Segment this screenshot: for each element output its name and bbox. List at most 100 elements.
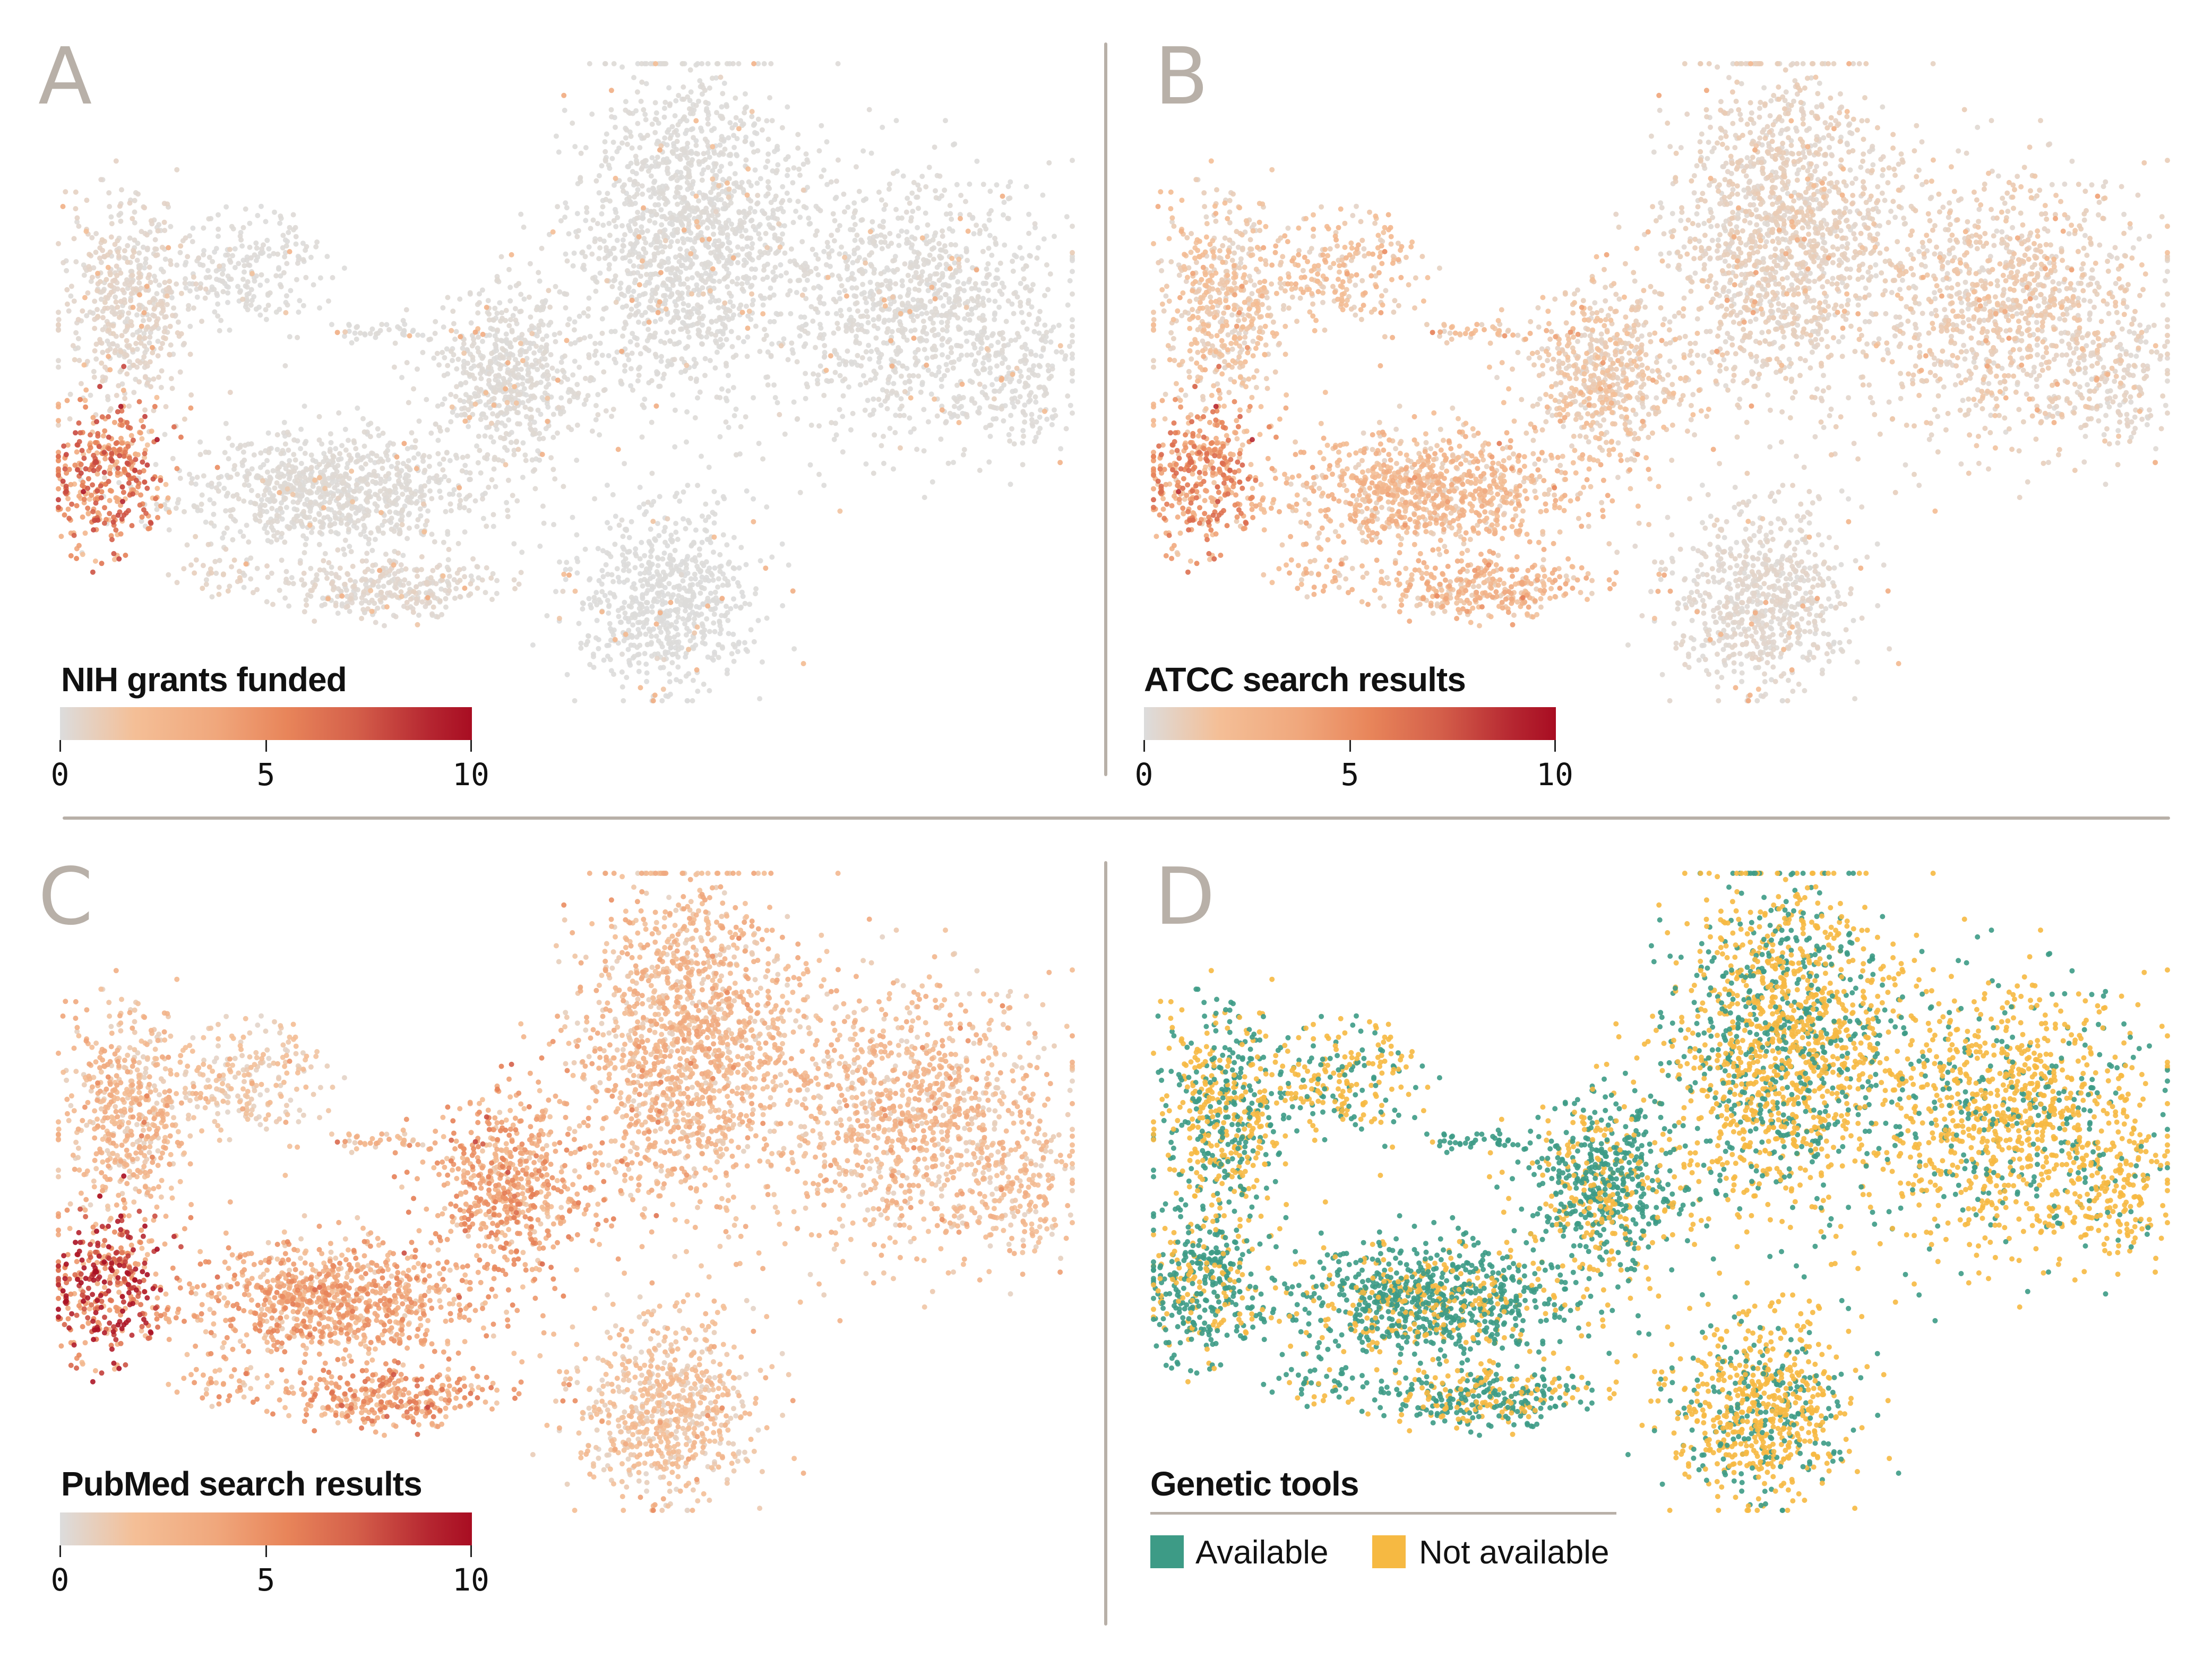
scatter-point [655,521,660,527]
scatter-point [625,286,631,292]
scatter-point [611,61,617,66]
scatter-point [485,298,491,304]
scatter-point [503,394,509,400]
scatter-point [660,569,666,575]
scatter-point [763,332,769,338]
scatter-point [629,595,634,600]
scatter-point [498,338,504,343]
scatter-point [750,142,755,148]
scatter-point [644,642,650,648]
scatter-point [563,251,569,257]
scatter-point [277,306,282,312]
scatter-point [709,655,715,661]
scatter-point [619,248,625,254]
scatter-point [702,136,708,142]
scatter-point [645,168,651,174]
scatter-point [1042,392,1047,398]
scatter-point [893,390,899,396]
scatter-point [655,563,661,569]
scatter-point [741,274,746,280]
scatter-point [400,331,406,336]
scatter-point [682,114,687,120]
scatter-point [942,243,948,249]
scatter-point [667,671,672,677]
scatter-point [807,462,813,468]
scatter-point [937,255,943,261]
scatter-point [475,460,481,466]
scatter-point [527,422,533,427]
scatter-point [1022,402,1028,408]
scatter-point [739,179,745,185]
scatter-point [587,577,592,583]
scatter-point [850,260,856,265]
scatter-point [68,293,74,299]
scatter-point [317,494,323,500]
scatter-point [660,249,666,255]
scatter-point [584,205,589,211]
scatter-point [918,297,924,303]
scatter-point [282,595,288,601]
scatter-point [883,202,889,208]
scatter-point [603,408,609,414]
scatter-point [992,388,998,394]
scatter-point [452,337,458,342]
scatter-point [651,257,657,263]
scatter-point [523,349,529,355]
scatter-point [665,634,670,640]
scatter-point [687,67,693,73]
scatter-point [936,364,942,370]
scatter-point [724,542,730,548]
scatter-point [1027,288,1033,294]
scatter-point [699,621,705,627]
scatter-point [629,201,635,207]
scatter-point [257,465,263,470]
scatter-point [608,107,614,113]
scatter-point [345,492,350,498]
scatter-point [603,61,608,66]
scatter-point [674,677,679,683]
scatter-point [409,430,415,436]
scatter-point [586,295,592,301]
scatter-point [391,441,396,447]
scatter-point [626,194,632,200]
scatter-point [656,638,661,644]
scatter-point [700,635,706,641]
scatter-point [675,647,681,652]
scatter-point [692,415,698,420]
scatter-point [283,569,289,574]
scatter-point [611,278,617,283]
scatter-point [736,61,742,66]
scatter-point [420,458,426,464]
scatter-point [899,228,905,234]
scatter-point [743,562,749,568]
scatter-point [563,200,569,206]
scatter-point [832,369,838,375]
scatter-point [229,442,235,448]
scatter-point [263,219,269,225]
scatter-point [636,373,642,378]
scatter-point [205,268,211,273]
scatter-point [333,530,339,536]
scatter-point [539,299,545,305]
scatter-point [1020,462,1026,468]
scatter-point [502,423,508,428]
scatter-point [947,203,953,209]
scatter-point [932,332,937,338]
scatter-point [346,323,352,328]
scatter-point [531,419,537,425]
scatter-point [851,317,857,323]
scatter-point [729,221,734,227]
scatter-point [609,114,615,119]
scatter-point [863,349,869,355]
scatter-point [615,574,621,580]
scatter-point [704,334,710,340]
scatter-point [594,617,600,623]
scatter-point [648,298,653,304]
scatter-point [684,179,690,185]
scatter-point [904,237,910,242]
scatter-point [833,178,839,184]
scatter-point [908,429,914,435]
scatter-point [605,571,610,577]
scatter-point [505,477,511,483]
scatter-point [750,302,755,307]
